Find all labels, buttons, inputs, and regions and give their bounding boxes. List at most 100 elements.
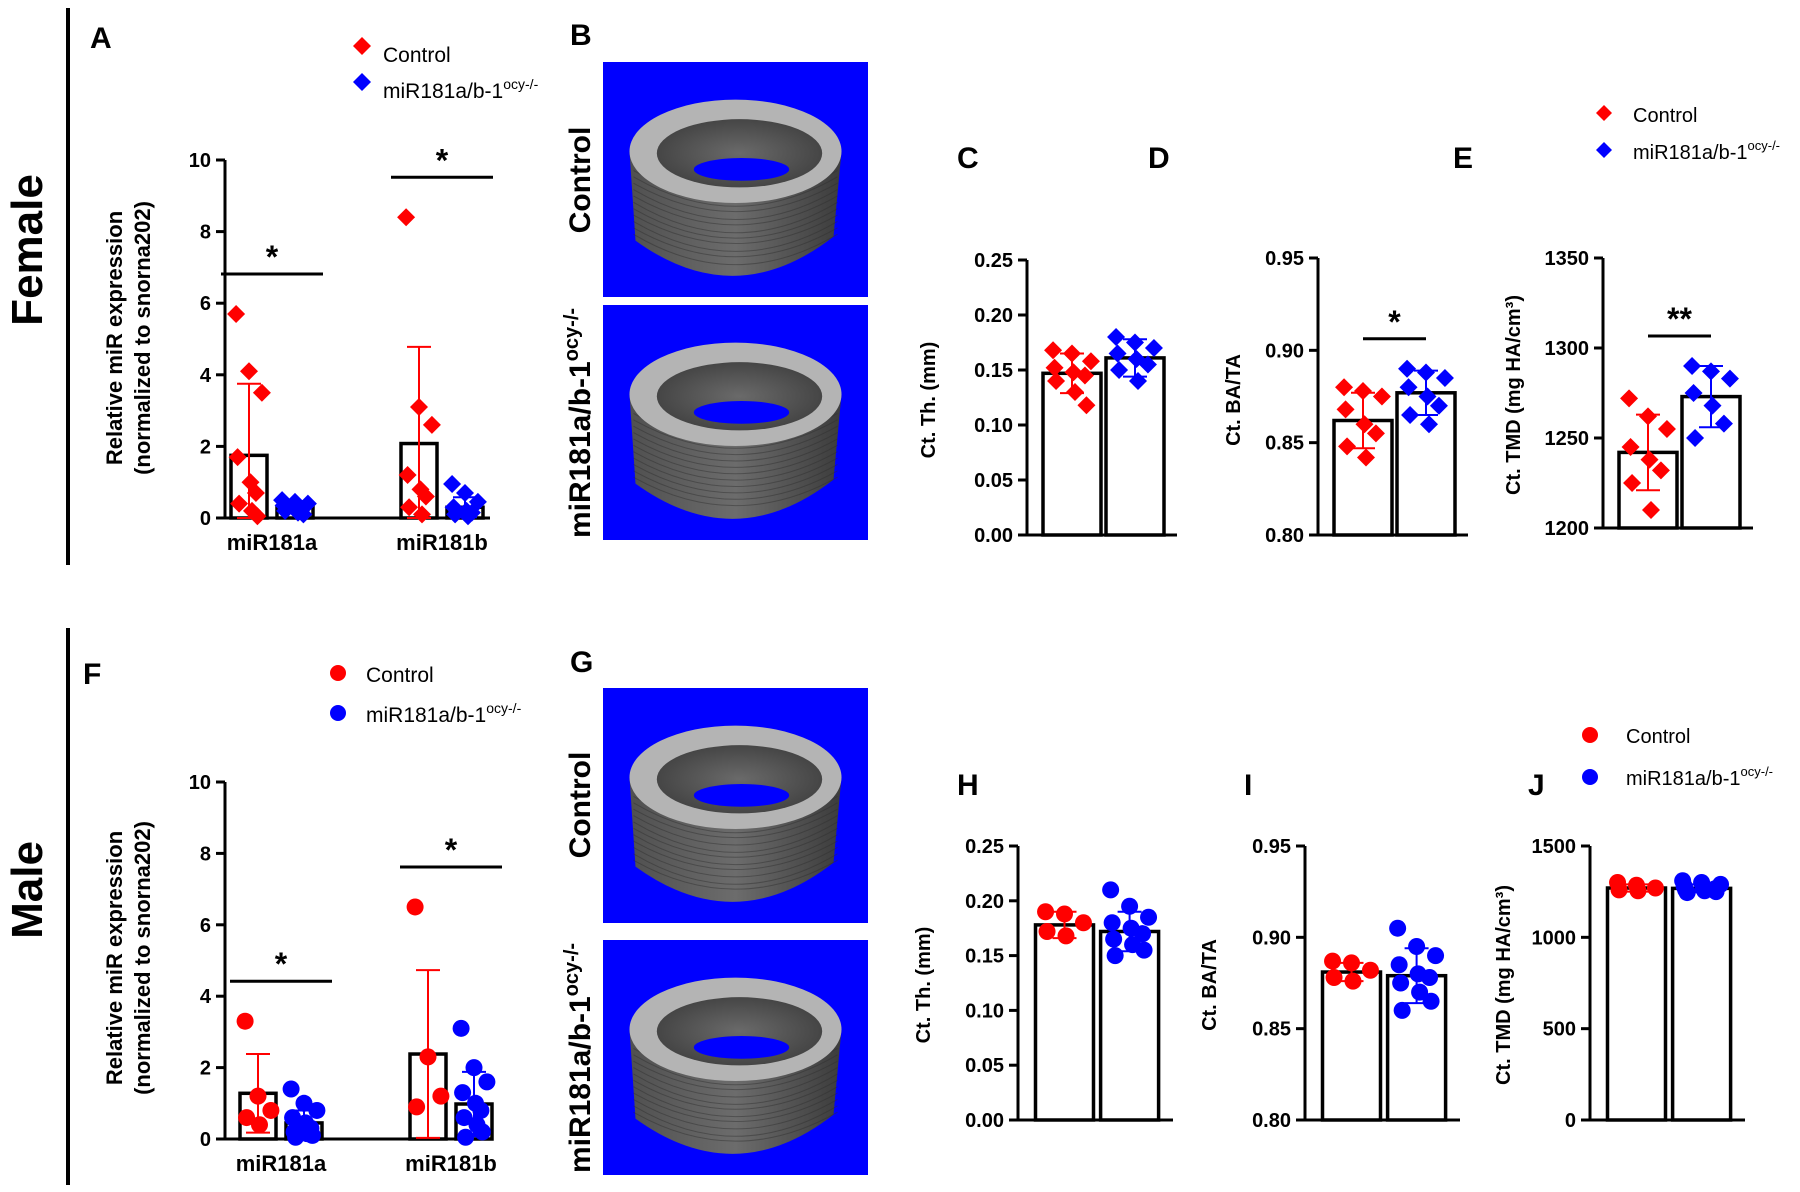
- row-label-male: Male: [3, 841, 52, 939]
- y-tick-label: 6: [200, 915, 211, 937]
- legend-knockout-base: miR181a/b-1: [1633, 142, 1748, 164]
- bone-texture-line: [633, 438, 838, 468]
- data-point: [1720, 369, 1739, 388]
- data-point: [416, 487, 435, 506]
- bar-group: [1385, 919, 1448, 1122]
- y-tick-label: 8: [200, 843, 211, 865]
- panel-letter: D: [1148, 142, 1170, 175]
- y-axis-label: Ct. BA/TA: [1223, 354, 1245, 446]
- data-point: [1138, 355, 1157, 374]
- legend-knockout-sup: ocy-/-: [503, 76, 538, 92]
- bar: [1041, 371, 1103, 537]
- data-point: [1620, 389, 1639, 408]
- data-point: [1134, 925, 1152, 943]
- data-point: [446, 505, 465, 524]
- bone-texture-line: [633, 432, 838, 462]
- data-point: [230, 494, 249, 513]
- data-point: [1421, 969, 1439, 987]
- bone-texture-line: [633, 1054, 838, 1086]
- bone-texture-line: [633, 189, 838, 221]
- data-point: [248, 507, 267, 526]
- data-point: [472, 1101, 490, 1119]
- bar-group: [1332, 378, 1394, 537]
- legend-knockout-sup: ocy-/-: [1741, 764, 1774, 779]
- data-point: [1107, 328, 1126, 346]
- chart-j: J 0 500 1000 1500 Ct. TMD (mg HA/cm³): [1493, 769, 1745, 1132]
- data-point: [1646, 879, 1664, 897]
- data-point: [238, 1109, 256, 1127]
- bone-render: [629, 342, 842, 519]
- data-point: [1056, 905, 1073, 923]
- y-tick-label: 0.00: [974, 525, 1013, 547]
- panel-letter: H: [957, 769, 979, 802]
- bar-group: [227, 304, 271, 526]
- data-point: [1044, 341, 1063, 360]
- x-category-label: miR181a: [236, 1151, 327, 1176]
- bone-texture-line: [633, 853, 838, 885]
- data-point: [1357, 448, 1375, 467]
- data-point: [1106, 947, 1124, 965]
- data-point: [454, 1084, 472, 1102]
- legend-control-label: Control: [1633, 105, 1697, 127]
- bone-cavity-hole: [693, 401, 790, 424]
- legend-knockout-label: miR181a/b-1ocy-/-: [383, 76, 539, 103]
- y-tick-label: 1500: [1532, 836, 1577, 858]
- bar-group: [1670, 872, 1733, 1122]
- data-point: [262, 1101, 280, 1119]
- y-tick-label: 0.90: [1252, 927, 1291, 949]
- bone-texture-line: [633, 1111, 838, 1142]
- panel-letter: I: [1244, 769, 1252, 802]
- y-tick-label: 0.20: [965, 891, 1004, 913]
- bone-texture-line: [633, 470, 838, 500]
- y-tick-label: 0.05: [965, 1055, 1004, 1077]
- data-point: [1686, 429, 1705, 447]
- bar-group: [397, 208, 441, 524]
- data-point: [1140, 908, 1158, 926]
- data-point: [1045, 358, 1064, 377]
- data-point: [228, 448, 247, 467]
- bar-group: [406, 898, 450, 1141]
- bone-texture-line: [633, 1060, 838, 1090]
- bone-texture-line: [633, 840, 838, 870]
- data-point: [459, 507, 477, 526]
- bone-texture-line: [633, 419, 838, 449]
- y-tick-label: 2: [200, 436, 211, 458]
- panel-letter-b: B: [570, 19, 592, 52]
- panel-letter: F: [83, 658, 101, 691]
- data-point: [457, 1128, 475, 1146]
- y-tick-label: 0.85: [1252, 1019, 1291, 1041]
- data-point: [1393, 1001, 1411, 1019]
- data-point: [400, 498, 419, 517]
- legend-top-left: Control miR181a/b-1ocy-/-: [353, 37, 539, 103]
- data-point: [1081, 352, 1100, 371]
- data-point: [1417, 363, 1435, 382]
- y-tick-label: 0.05: [974, 470, 1013, 492]
- bone-texture-line: [633, 1099, 838, 1130]
- y-tick-label: 0.00: [965, 1110, 1004, 1132]
- data-point: [236, 1012, 254, 1030]
- bone-texture-line: [633, 834, 838, 866]
- significance-label: *: [275, 946, 288, 982]
- data-point: [1336, 400, 1355, 419]
- significance-label: *: [266, 239, 279, 275]
- data-point: [1129, 372, 1147, 390]
- y-tick-label: 0.85: [1265, 433, 1304, 455]
- data-point: [1110, 361, 1129, 379]
- bone-texture-line: [633, 808, 838, 839]
- bone-render: [629, 99, 842, 276]
- y-tick-label: 2: [200, 1058, 211, 1080]
- legend-control-marker: [1596, 105, 1612, 121]
- bone-texture-line: [633, 451, 838, 481]
- bone-texture-line: [633, 476, 838, 507]
- data-point: [406, 898, 424, 916]
- legend-knockout-base: miR181a/b-1: [1626, 768, 1741, 790]
- bar: [1033, 923, 1096, 1122]
- y-axis-label: Relative miR expression: [102, 211, 127, 465]
- x-category-label: miR181b: [396, 530, 488, 555]
- y-tick-label: 1300: [1545, 338, 1590, 360]
- y-tick-label: 0.95: [1252, 836, 1291, 858]
- data-point: [1121, 897, 1139, 915]
- y-tick-label: 0.15: [974, 360, 1013, 382]
- y-tick-label: 1200: [1545, 518, 1590, 540]
- data-point: [1640, 450, 1659, 469]
